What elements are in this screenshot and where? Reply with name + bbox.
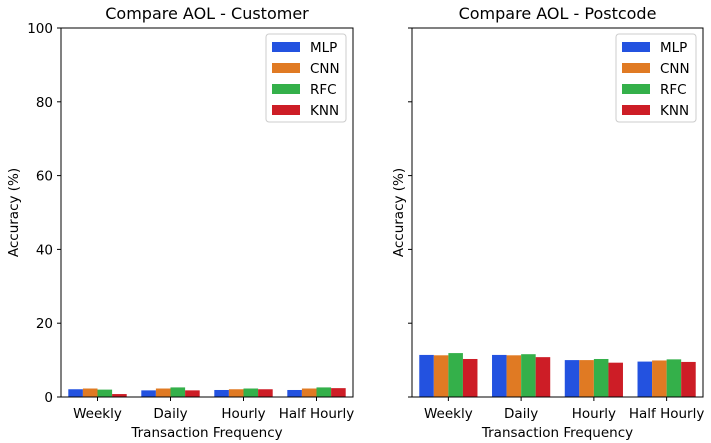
bar-rfc-half-hourly [666, 359, 682, 397]
legend-swatch-knn [272, 105, 300, 115]
legend-swatch-knn [622, 105, 650, 115]
bar-knn-daily [535, 357, 551, 397]
x-axis-label: Transaction Frequency [130, 425, 282, 441]
legend: MLP CNN RFC KNN [615, 33, 697, 123]
bar-mlp-weekly [68, 389, 83, 397]
legend-swatch-mlp [622, 42, 650, 52]
x-tick-label: Weekly [73, 406, 122, 422]
y-tick-label: 40 [36, 242, 53, 258]
bar-cnn-hourly [228, 389, 244, 397]
legend-label-rfc: RFC [310, 82, 337, 98]
bar-rfc-weekly [97, 389, 113, 397]
bar-cnn-weekly [433, 355, 449, 397]
bar-knn-hourly [258, 389, 273, 397]
bar-mlp-half-hourly [287, 389, 302, 397]
axes-frame [60, 27, 354, 398]
legend-swatch-mlp [272, 42, 300, 52]
bar-mlp-hourly [564, 360, 580, 397]
legend-label-rfc: RFC [660, 82, 687, 98]
y-tick-label: 100 [27, 21, 53, 37]
x-tick-label: Hourly [572, 406, 616, 422]
bar-knn-weekly [112, 394, 127, 397]
bar-mlp-half-hourly [637, 361, 653, 397]
y-tick-label: 0 [44, 390, 53, 406]
bar-rfc-daily [170, 387, 186, 397]
legend-label-knn: KNN [660, 103, 689, 119]
bar-knn-half-hourly [331, 388, 346, 397]
bar-rfc-half-hourly [316, 387, 332, 397]
bar-mlp-weekly [419, 354, 434, 397]
legend-swatch-cnn [622, 63, 650, 73]
legend-swatch-rfc [272, 84, 300, 94]
chart-panel-2: Compare AOL - Postcode Weekly Daily Hourly H… [391, 4, 704, 441]
y-axis-label: Accuracy (%) [391, 168, 407, 257]
chart-panel-1: Compare AOL - Customer 0 20 40 60 80 100 Weekly… [6, 4, 354, 441]
y-axis-label: Accuracy (%) [6, 168, 22, 257]
legend-label-cnn: CNN [660, 61, 690, 77]
x-axis-label: Transaction Frequency [481, 425, 633, 441]
y-tick-label: 80 [36, 95, 53, 111]
x-tick-label: Weekly [424, 406, 473, 422]
bar-knn-half-hourly [681, 361, 696, 397]
legend: MLP CNN RFC KNN [265, 33, 347, 123]
x-tick-label: Daily [504, 406, 538, 422]
bar-cnn-weekly [82, 388, 98, 397]
bar-mlp-hourly [214, 389, 229, 397]
bar-rfc-daily [521, 354, 536, 397]
bar-knn-hourly [608, 362, 623, 397]
legend-label-cnn: CNN [310, 61, 340, 77]
x-tick-label: Half Hourly [629, 406, 704, 422]
bar-cnn-half-hourly [652, 360, 667, 397]
y-tick-label: 20 [36, 316, 53, 332]
bar-mlp-daily [141, 390, 156, 397]
bar-mlp-daily [492, 354, 507, 397]
y-tick-label: 60 [36, 169, 53, 185]
legend-swatch-cnn [272, 63, 300, 73]
legend-swatch-rfc [622, 84, 650, 94]
legend-label-knn: KNN [310, 103, 339, 119]
chart-title: Compare AOL - Customer [105, 4, 309, 23]
bar-rfc-hourly [243, 388, 259, 397]
bar-cnn-daily [506, 355, 522, 397]
bar-rfc-weekly [448, 353, 463, 397]
legend-label-mlp: MLP [660, 40, 687, 56]
x-tick-label: Daily [153, 406, 187, 422]
bar-knn-daily [185, 390, 200, 397]
axes-frame [411, 27, 704, 398]
legend-label-mlp: MLP [310, 40, 337, 56]
bar-knn-weekly [462, 358, 478, 397]
bar-cnn-daily [155, 388, 171, 397]
x-tick-label: Hourly [221, 406, 265, 422]
bar-cnn-hourly [579, 360, 594, 397]
x-tick-label: Half Hourly [279, 406, 354, 422]
chart-title: Compare AOL - Postcode [459, 4, 657, 23]
bar-rfc-hourly [593, 358, 609, 397]
legend-box [265, 33, 347, 123]
bar-cnn-half-hourly [301, 388, 317, 397]
legend-box [615, 33, 697, 123]
